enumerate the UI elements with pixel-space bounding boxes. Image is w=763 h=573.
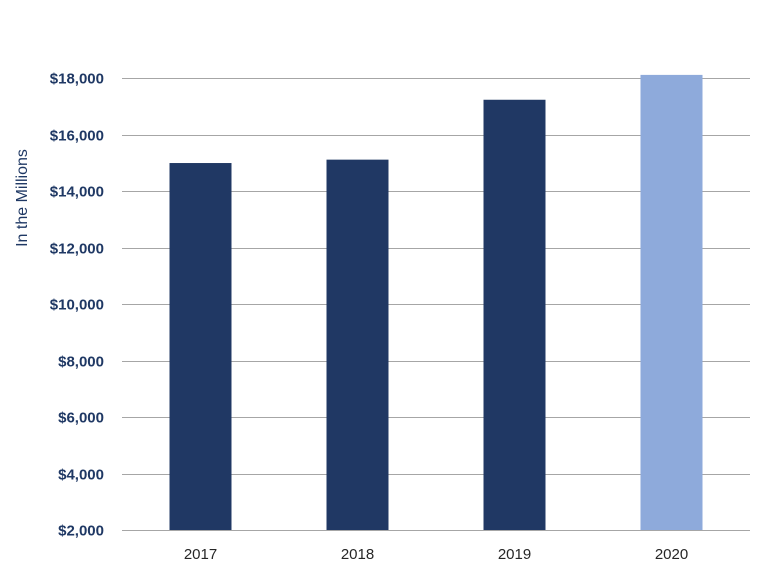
y-tick-label: $18,000 [50,71,104,88]
x-tick-label: 2019 [498,546,531,563]
y-tick-label: $8,000 [58,354,104,371]
x-tick-label: 2020 [655,546,688,563]
bar-2017 [169,163,232,530]
bar-2019 [483,99,546,530]
y-tick-label: $4,000 [58,467,104,484]
x-tick-label: 2017 [184,546,217,563]
y-tick-label: $14,000 [50,184,104,201]
y-tick-label: $2,000 [58,523,104,540]
bar-2020 [640,74,703,530]
y-tick-label: $10,000 [50,297,104,314]
x-axis-ticks: 2017 2018 2019 2020 [184,546,688,563]
y-tick-label: $16,000 [50,128,104,145]
y-axis-label: In the Millions [14,149,31,247]
x-tick-label: 2018 [341,546,374,563]
y-tick-label: $6,000 [58,410,104,427]
bars [169,74,703,530]
y-tick-label: $12,000 [50,241,104,258]
bar-2018 [326,159,389,530]
y-axis-ticks: $2,000 $4,000 $6,000 $8,000 $10,000 $12,000 $1… [50,71,104,540]
